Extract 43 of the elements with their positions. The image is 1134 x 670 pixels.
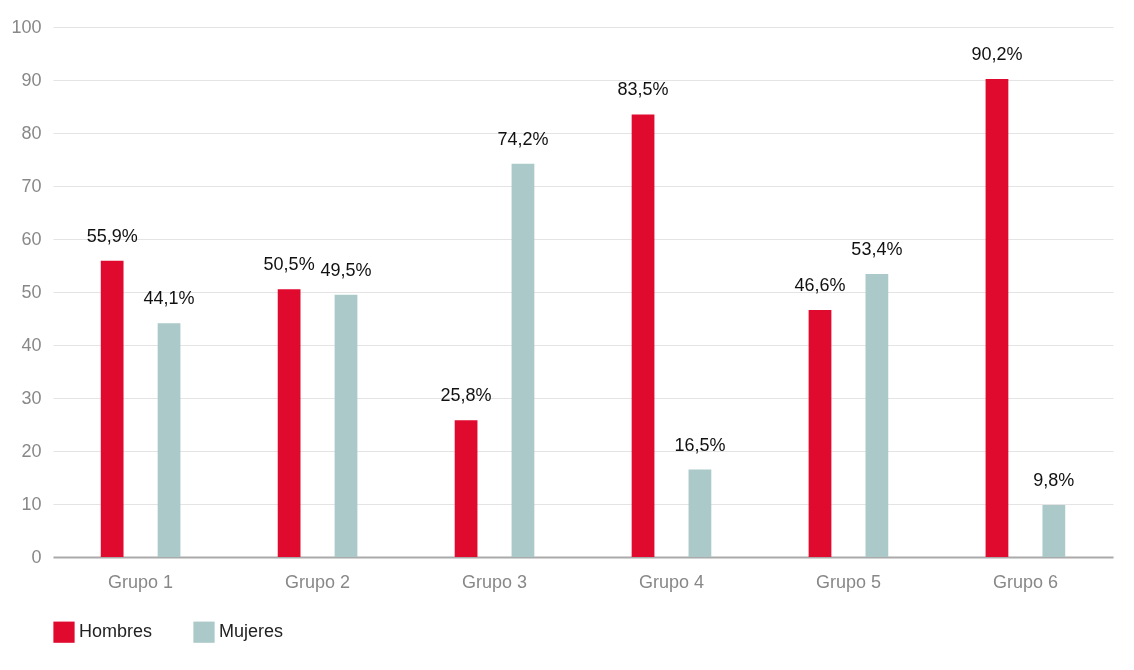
y-tick-label: 10 — [21, 493, 42, 514]
data-label: 16,5% — [674, 434, 726, 455]
y-tick-label: 90 — [21, 69, 42, 90]
data-label: 25,8% — [440, 385, 492, 406]
bar — [1042, 505, 1066, 557]
data-label: 9,8% — [1033, 470, 1075, 491]
bar — [688, 469, 712, 557]
bar — [631, 114, 655, 557]
data-label: 53,4% — [851, 238, 903, 259]
bar — [454, 420, 478, 557]
data-label: 46,6% — [794, 275, 846, 296]
data-label: 83,5% — [617, 79, 669, 100]
x-tick-label: Grupo 3 — [462, 571, 528, 592]
x-tick-label: Grupo 4 — [638, 571, 704, 592]
bar — [334, 294, 358, 557]
y-tick-label: 80 — [21, 122, 42, 143]
data-label: 90,2% — [971, 43, 1023, 64]
y-tick-label: 0 — [31, 546, 42, 567]
data-label: 49,5% — [320, 259, 372, 280]
x-tick-label: Grupo 5 — [815, 571, 881, 592]
y-tick-label: 100 — [11, 16, 42, 37]
legend-label: Hombres — [79, 621, 153, 642]
bar — [511, 163, 535, 557]
bar — [808, 310, 832, 557]
data-label: 74,2% — [497, 128, 549, 149]
y-tick-label: 50 — [21, 281, 42, 302]
y-tick-label: 60 — [21, 228, 42, 249]
bar — [865, 273, 889, 557]
y-tick-label: 30 — [21, 387, 42, 408]
bar — [985, 78, 1009, 557]
y-tick-label: 20 — [21, 440, 42, 461]
data-label: 55,9% — [86, 225, 138, 246]
x-tick-label: Grupo 1 — [108, 571, 174, 592]
bar — [100, 260, 124, 557]
bar — [277, 289, 301, 557]
bar — [157, 323, 181, 557]
x-tick-label: Grupo 2 — [285, 571, 351, 592]
data-label: 44,1% — [143, 288, 195, 309]
y-tick-label: 40 — [21, 334, 42, 355]
legend-label: Mujeres — [219, 621, 284, 642]
y-tick-label: 70 — [21, 175, 42, 196]
x-tick-label: Grupo 6 — [992, 571, 1058, 592]
data-label: 50,5% — [263, 254, 315, 275]
